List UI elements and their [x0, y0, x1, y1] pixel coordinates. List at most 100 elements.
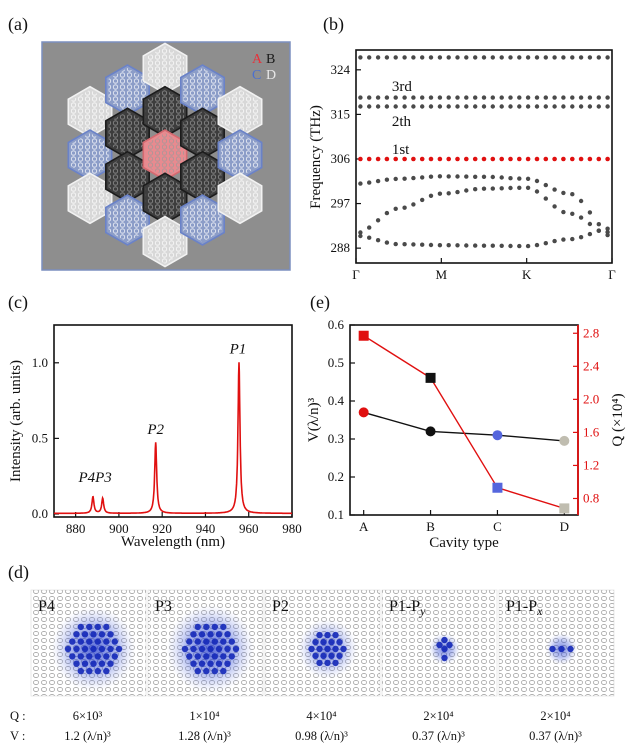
hexagon-cell-D — [217, 85, 263, 138]
cavity-xtick-label: A — [359, 519, 369, 534]
band-point — [358, 95, 363, 100]
mode-field-spot — [320, 652, 327, 660]
mode-field-spot — [320, 638, 327, 646]
spectrum-yticks: 0.0 0.5 1.0 — [32, 355, 59, 521]
band-point — [552, 204, 557, 209]
mode-field-spot — [316, 645, 323, 653]
cavity-series — [358, 330, 570, 514]
band-point — [411, 242, 416, 247]
panel-a-lattice: A B C D — [41, 41, 291, 271]
band-point — [508, 243, 513, 249]
band-point — [543, 156, 549, 162]
band-point — [358, 55, 363, 60]
mode-field-spot — [312, 638, 319, 646]
hexagon-cell-D — [142, 42, 188, 95]
band-point — [543, 196, 548, 201]
cavity-y2tick-label: 1.2 — [583, 457, 599, 472]
mode-field-spot — [324, 631, 331, 639]
mode-name: P3 — [155, 598, 172, 615]
mode-field-spot — [220, 638, 227, 645]
band-point — [534, 55, 540, 60]
band-point — [455, 95, 460, 100]
band-point — [596, 55, 601, 60]
band-point — [490, 156, 496, 162]
band-point — [481, 104, 487, 109]
mode-field-spot — [115, 645, 123, 653]
mode-field-spot — [446, 641, 453, 649]
band-point — [464, 243, 469, 248]
mode-profiles: P4 P3 P2 P1-Py P1-Px — [30, 589, 615, 697]
band-point — [517, 104, 522, 109]
band-point — [420, 95, 425, 100]
spectrum-annotation: P1 — [229, 342, 247, 358]
band-point — [508, 104, 513, 109]
mode-field-spot — [64, 645, 72, 653]
band-point — [525, 95, 531, 100]
band-point — [464, 174, 469, 179]
band-point — [499, 104, 504, 109]
band-point — [473, 55, 478, 60]
band-point — [411, 95, 416, 100]
spectrum-xlabel: Wavelength (nm) — [121, 534, 225, 550]
band-point — [570, 95, 575, 100]
band-point — [437, 156, 443, 162]
mode-field-spot — [207, 660, 214, 667]
band-point — [402, 176, 407, 181]
band-point — [517, 95, 522, 100]
mode-field-spot — [198, 660, 206, 667]
band-point — [464, 104, 469, 109]
band-point — [525, 156, 531, 162]
band-point — [358, 181, 363, 186]
mode-field-spot — [86, 638, 93, 645]
band-ytick-label: 288 — [331, 240, 351, 255]
mode-name: P1-Py — [389, 598, 426, 618]
band-point — [446, 55, 451, 60]
spectrum-ytick-label: 1.0 — [32, 355, 48, 370]
band-point — [490, 104, 495, 109]
mode-field-spot — [98, 660, 106, 667]
spectrum-ytick-label: 0.5 — [32, 430, 48, 445]
spectrum-curve — [54, 362, 292, 515]
mode-field-spot — [77, 623, 85, 631]
band-point — [402, 205, 407, 210]
mode-field-spot — [224, 645, 231, 653]
band-point — [446, 243, 451, 248]
band-point — [393, 55, 398, 60]
spectrum-xtick-label: 920 — [152, 521, 172, 536]
mode-field-spot — [73, 660, 80, 667]
band-point — [367, 180, 372, 185]
mode-field-spot — [441, 636, 448, 644]
band-point — [605, 95, 610, 100]
mode-field-spot — [103, 653, 110, 660]
hexagon-cell-A — [142, 129, 188, 181]
mode-field-spot — [324, 659, 331, 667]
hexagon-cell-C — [180, 194, 225, 246]
band-point — [428, 55, 434, 60]
band-point — [517, 55, 522, 60]
hexagon-cell-D — [142, 215, 188, 268]
band-point — [420, 197, 425, 203]
mode-field-spot — [94, 667, 102, 675]
mode-name: P1-Px — [506, 598, 543, 618]
band-point — [393, 241, 398, 247]
band-point — [587, 55, 593, 60]
mode-field-spot — [436, 641, 443, 649]
band-point — [393, 95, 398, 100]
band-point — [543, 241, 548, 246]
mode-qv-values: 6×10³ 1.2 (λ/n)³ 1×10⁴ 1.28 (λ/n)³ 4×10⁴ 0.98… — [64, 709, 582, 743]
band-point — [455, 104, 460, 109]
band-point — [490, 186, 495, 191]
band-point — [587, 221, 593, 227]
band-label: 3rd — [392, 79, 412, 95]
hexagon-cell-B — [180, 150, 225, 203]
band-diagram: Frequency (THz) 288 297 306 315 324 Γ M K Γ 3rd… — [308, 49, 616, 282]
mode-field-spot — [73, 631, 80, 638]
mode-field-spot — [332, 645, 339, 653]
band-point — [446, 104, 451, 109]
band-point — [455, 55, 460, 60]
band-xtick-label: Γ — [608, 267, 616, 282]
band-point — [384, 104, 390, 109]
band-point — [534, 156, 540, 162]
band-point — [605, 226, 610, 231]
